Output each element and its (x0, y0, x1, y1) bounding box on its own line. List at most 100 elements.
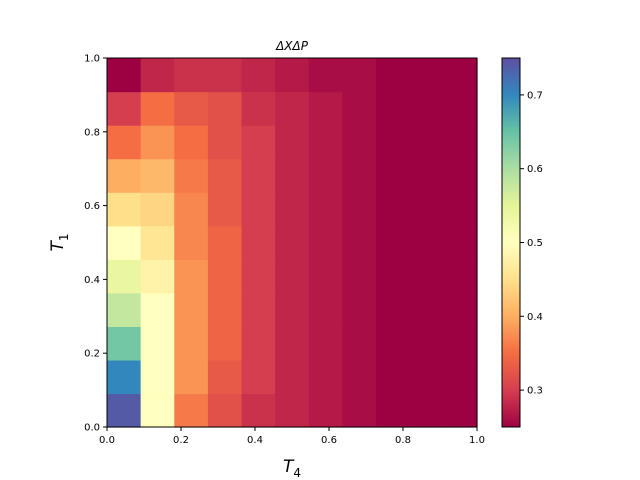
heatmap-cell (241, 91, 276, 126)
heatmap-cell (241, 359, 276, 395)
heatmap-cell (107, 192, 142, 227)
heatmap-cell (308, 58, 344, 93)
heatmap-cell (174, 326, 209, 361)
heatmap-cell (140, 58, 175, 93)
heatmap-cell (174, 192, 209, 227)
heatmap-cell (140, 259, 175, 294)
colorbar (501, 57, 521, 428)
heatmap-cell (207, 292, 243, 327)
x-tick-label: 0.8 (395, 435, 411, 446)
heatmap-cell (342, 326, 377, 361)
heatmap-cell (342, 91, 377, 126)
heatmap-cell (308, 326, 344, 361)
y-axis-label-main: T (48, 240, 68, 252)
y-tick-label: 0.8 (84, 127, 100, 138)
heatmap-cell (308, 225, 344, 260)
heatmap-cell (308, 125, 344, 160)
heatmap-cell (140, 225, 175, 260)
x-tick-label: 0.6 (321, 435, 337, 446)
heatmap-cell (140, 292, 175, 327)
heatmap-cell (443, 192, 478, 227)
heatmap-cell (342, 158, 377, 193)
heatmap-cell (342, 259, 377, 294)
heatmap-cells (107, 58, 478, 428)
heatmap-cell (140, 359, 175, 395)
heatmap-cell (308, 192, 344, 227)
heatmap-cell (409, 393, 444, 428)
heatmap-cell (174, 393, 209, 428)
heatmap-cell (443, 359, 478, 395)
heatmap-cell (241, 292, 276, 327)
heatmap-cell (241, 326, 276, 361)
heatmap-cell (140, 91, 175, 126)
heatmap-cell (376, 225, 411, 260)
heatmap-cell (376, 359, 411, 395)
heatmap-cell (409, 58, 444, 93)
heatmap-cell (342, 225, 377, 260)
heatmap-cell (241, 393, 276, 428)
y-tick-label: 0.6 (84, 201, 100, 212)
heatmap-cell (443, 58, 478, 93)
colorbar-tick-label: 0.3 (527, 386, 543, 397)
heatmap-cell (140, 125, 175, 160)
x-tick-label: 0.2 (173, 435, 189, 446)
colorbar-tick-label: 0.7 (527, 90, 543, 101)
heatmap-cell (308, 393, 344, 428)
heatmap-cell (275, 326, 310, 361)
heatmap-cell (140, 393, 175, 428)
colorbar-tick-label: 0.5 (527, 238, 543, 249)
heatmap-cell (443, 326, 478, 361)
heatmap-cell (241, 158, 276, 193)
heatmap-cell (275, 359, 310, 395)
heatmap-cell (207, 125, 243, 160)
heatmap-cell (275, 125, 310, 160)
y-tick-label: 0.0 (84, 423, 100, 434)
heatmap-cell (342, 192, 377, 227)
heatmap-cell (207, 225, 243, 260)
heatmap-cell (342, 292, 377, 327)
colorbar-ticks: 0.3 0.4 0.5 0.6 0.7 (520, 90, 543, 397)
chart-title: ΔXΔP (275, 39, 309, 53)
heatmap-cell (275, 225, 310, 260)
heatmap-cell (241, 192, 276, 227)
heatmap-cell (443, 393, 478, 428)
heatmap-cell (275, 91, 310, 126)
heatmap-cell (207, 158, 243, 193)
plot-frame (106, 57, 478, 428)
heatmap-cell (107, 393, 142, 428)
heatmap-cell (409, 125, 444, 160)
heatmap-cell (443, 292, 478, 327)
heatmap-cell (376, 91, 411, 126)
heatmap-cell (174, 158, 209, 193)
heatmap-cell (241, 259, 276, 294)
heatmap-cell (342, 58, 377, 93)
heatmap-cell (107, 58, 142, 93)
x-tick-label: 0.4 (247, 435, 263, 446)
heatmap-cell (174, 292, 209, 327)
heatmap-cell (207, 326, 243, 361)
heatmap-cell (275, 259, 310, 294)
heatmap-cell (275, 393, 310, 428)
heatmap-cell (107, 91, 142, 126)
x-axis-label: T4 (283, 457, 301, 480)
x-tick-label: 1.0 (469, 435, 485, 446)
heatmap-cell (308, 259, 344, 294)
colorbar-tick-label: 0.4 (527, 312, 543, 323)
heatmap-cell (443, 125, 478, 160)
heatmap-cell (275, 192, 310, 227)
heatmap-cell (207, 91, 243, 126)
x-axis-label-subscript: 4 (293, 466, 301, 480)
heatmap-cell (107, 225, 142, 260)
x-tick-label: 0.0 (99, 435, 115, 446)
heatmap-cell (308, 359, 344, 395)
heatmap-cell (443, 225, 478, 260)
heatmap-cell (376, 292, 411, 327)
heatmap-cell (376, 326, 411, 361)
heatmap-cell (342, 359, 377, 395)
heatmap-cell (409, 359, 444, 395)
heatmap-cell (241, 58, 276, 93)
x-axis-label-main: T (283, 457, 295, 477)
heatmap-cell (342, 393, 377, 428)
heatmap-cell (140, 326, 175, 361)
